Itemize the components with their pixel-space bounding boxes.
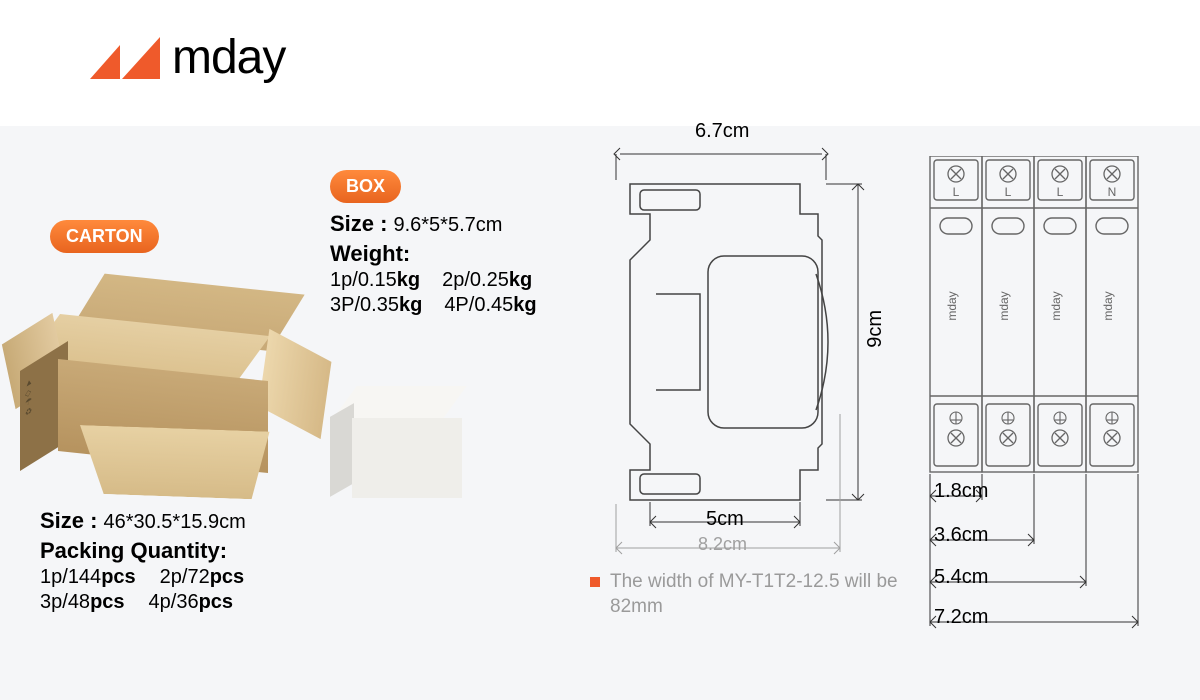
- box-size-label: Size :: [330, 211, 387, 237]
- carton-size-value: 46*30.5*15.9cm: [103, 511, 245, 534]
- box-size-value: 9.6*5*5.7cm: [393, 214, 502, 237]
- svg-text:mday: mday: [1101, 291, 1115, 320]
- terminal-label-1: L: [953, 185, 960, 199]
- carton-badge: CARTON: [50, 220, 159, 253]
- dim-height: 9cm: [864, 310, 887, 348]
- carton-qty-3: 3p/48pcs: [40, 591, 125, 614]
- svg-text:mday: mday: [1049, 291, 1063, 320]
- carton-illustration: ▲◇☂♻: [10, 250, 330, 480]
- dim-bottom-inner: 5cm: [706, 508, 744, 531]
- svg-text:mday: mday: [945, 291, 959, 320]
- carton-size-label: Size :: [40, 508, 97, 534]
- carton-spec-section: Size : 46*30.5*15.9cm Packing Quantity: …: [40, 504, 246, 614]
- brand-logo: mday: [90, 30, 285, 85]
- box-weight-4: 4P/0.45kg: [444, 294, 536, 317]
- carton-qty-2: 2p/72pcs: [160, 566, 245, 589]
- front-dimension-diagram: L L L N mday mday mday mday: [920, 156, 1180, 656]
- carton-packing-label: Packing Quantity:: [40, 538, 227, 564]
- svg-text:mday: mday: [997, 291, 1011, 320]
- note-text: The width of MY-T1T2-12.5 will be 82mm: [610, 570, 910, 619]
- dim-top-width: 6.7cm: [695, 120, 749, 143]
- front-width-4: 7.2cm: [934, 606, 988, 629]
- brand-name: mday: [172, 30, 285, 85]
- carton-qty-1: 1p/144pcs: [40, 566, 136, 589]
- box-badge: BOX: [330, 170, 401, 203]
- carton-qty-4: 4p/36pcs: [149, 591, 234, 614]
- terminal-label-3: L: [1057, 185, 1064, 199]
- front-width-3: 5.4cm: [934, 566, 988, 589]
- terminal-label-2: L: [1005, 185, 1012, 199]
- terminal-label-4: N: [1108, 185, 1117, 199]
- box-weight-3: 3P/0.35kg: [330, 294, 422, 317]
- box-weight-2: 2p/0.25kg: [442, 269, 532, 292]
- small-box-illustration: [330, 388, 490, 498]
- width-note: The width of MY-T1T2-12.5 will be 82mm: [590, 570, 910, 619]
- box-weight-label: Weight:: [330, 241, 410, 267]
- side-dimension-diagram: 6.7cm 9cm 5cm: [600, 120, 890, 560]
- box-spec-section: BOX Size : 9.6*5*5.7cm Weight: 1p/0.15kg…: [330, 170, 590, 317]
- logo-mark-icon: [90, 37, 160, 79]
- front-width-2: 3.6cm: [934, 524, 988, 547]
- dim-bottom-outer: 8.2cm: [698, 534, 747, 555]
- front-width-1: 1.8cm: [934, 480, 988, 503]
- note-bullet-icon: [590, 577, 600, 587]
- box-weight-1: 1p/0.15kg: [330, 269, 420, 292]
